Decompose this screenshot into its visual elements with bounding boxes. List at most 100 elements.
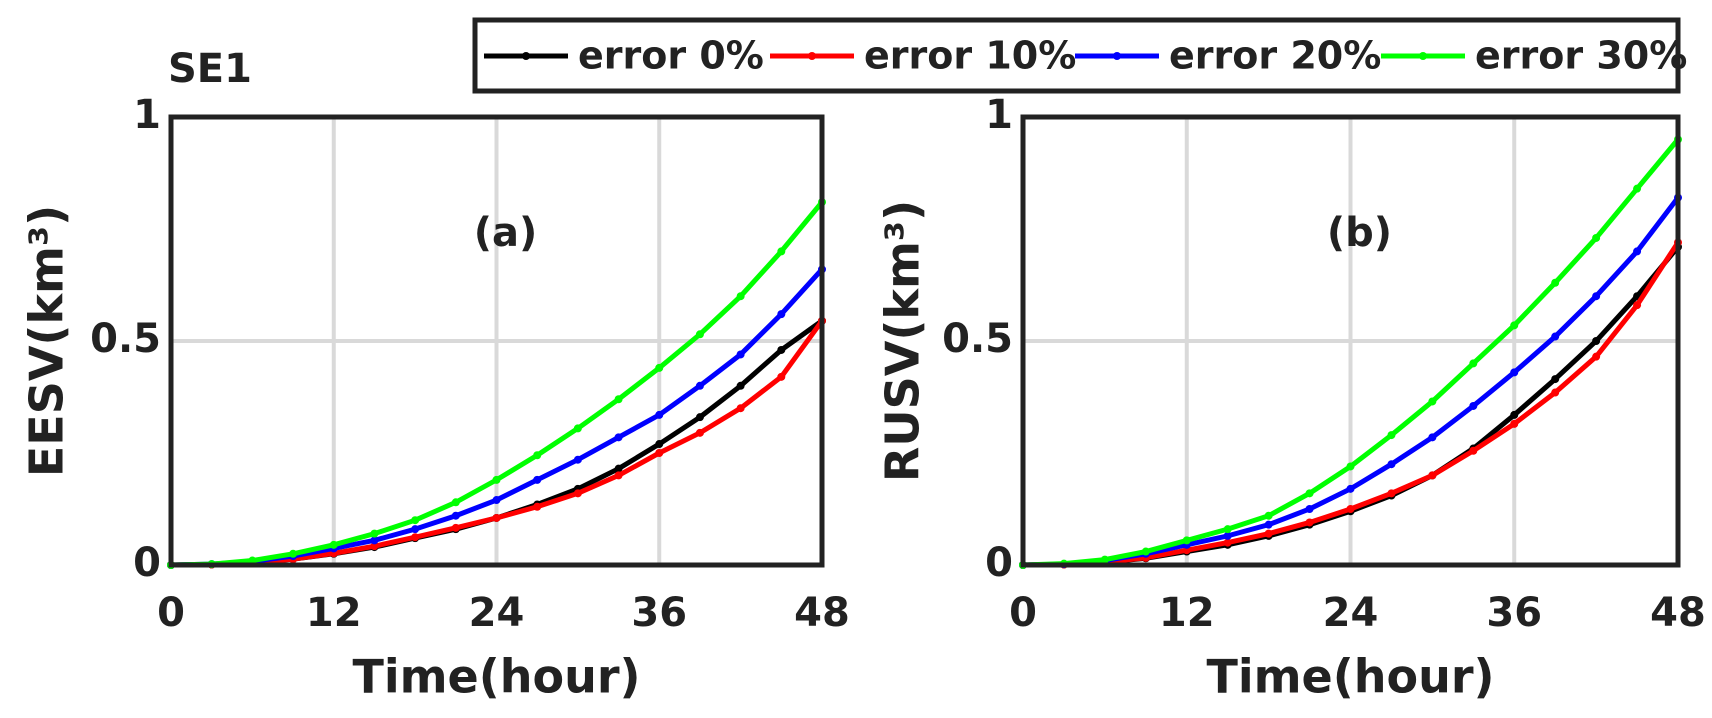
data-point — [533, 502, 542, 511]
legend-marker — [1113, 52, 1121, 60]
x-tick-label: 48 — [794, 590, 850, 636]
data-point — [1592, 337, 1601, 345]
data-point — [1305, 518, 1314, 527]
axes-frame — [1020, 114, 1681, 568]
y-tick-label: 0 — [133, 540, 161, 586]
data-point — [1469, 446, 1478, 455]
data-point — [370, 529, 379, 538]
data-point — [492, 513, 501, 522]
data-point — [1428, 433, 1437, 442]
data-point — [370, 542, 379, 551]
x-tick-label: 36 — [1486, 590, 1542, 636]
data-point — [289, 549, 298, 558]
data-point — [1387, 431, 1396, 440]
data-point — [1551, 375, 1560, 384]
data-point — [777, 345, 786, 354]
data-point — [1428, 397, 1437, 406]
data-point — [1223, 538, 1232, 547]
data-point — [1551, 332, 1560, 341]
data-point — [1551, 388, 1560, 397]
data-point — [655, 440, 664, 449]
data-point — [614, 395, 623, 404]
legend-label: error 20% — [1169, 34, 1381, 78]
data-point — [492, 475, 501, 484]
data-point — [1223, 525, 1232, 534]
data-point — [777, 310, 786, 319]
data-point — [1182, 536, 1191, 545]
data-point — [1510, 410, 1519, 419]
data-point — [411, 525, 420, 534]
data-point — [1100, 555, 1109, 564]
data-point — [329, 540, 338, 549]
x-tick-label: 24 — [1323, 590, 1379, 636]
legend-label: error 10% — [864, 34, 1076, 78]
data-point — [736, 404, 745, 413]
data-point — [777, 372, 786, 381]
data-point — [1305, 505, 1314, 513]
data-point — [1387, 489, 1396, 498]
data-point — [1592, 233, 1601, 242]
data-point — [655, 410, 664, 419]
data-point — [1264, 520, 1273, 529]
data-point — [1141, 547, 1150, 556]
data-point — [736, 381, 745, 390]
data-point — [1633, 247, 1642, 256]
x-tick-label: 0 — [1009, 590, 1037, 636]
x-tick-label: 12 — [306, 590, 362, 636]
x-axis-label: Time(hour) — [352, 650, 640, 704]
figure-label: SE1 — [168, 46, 252, 92]
data-point — [695, 381, 704, 390]
data-point — [533, 451, 542, 460]
data-point — [1264, 529, 1273, 538]
data-point — [655, 363, 664, 372]
data-point — [1223, 531, 1232, 540]
data-point — [573, 489, 582, 498]
x-tick-label: 0 — [157, 590, 185, 636]
x-axis-label: Time(hour) — [1206, 650, 1494, 704]
data-point — [1510, 368, 1519, 377]
x-tick-label: 12 — [1159, 590, 1215, 636]
y-tick-label: 0.5 — [942, 316, 1013, 362]
data-point — [1387, 460, 1396, 469]
data-point — [451, 498, 460, 507]
data-point — [1510, 419, 1519, 428]
data-point — [573, 424, 582, 433]
data-point — [1264, 511, 1273, 520]
data-point — [777, 247, 786, 256]
data-point — [492, 496, 501, 505]
x-tick-label: 48 — [1650, 590, 1706, 636]
y-tick-label: 0 — [985, 540, 1013, 586]
legend-marker — [522, 52, 530, 60]
y-tick-label: 0.5 — [90, 316, 161, 362]
data-point — [451, 511, 460, 520]
y-axis-label: RUSV(km³) — [876, 200, 930, 482]
data-point — [1305, 489, 1314, 498]
data-point — [695, 330, 704, 339]
legend-label: error 30% — [1475, 34, 1687, 78]
data-point — [614, 433, 623, 442]
panel-title: (a) — [474, 210, 538, 256]
data-point — [695, 428, 704, 437]
data-point — [655, 449, 664, 457]
data-point — [736, 350, 745, 359]
data-point — [1346, 484, 1355, 493]
y-tick-label: 1 — [985, 92, 1013, 138]
data-point — [736, 292, 745, 301]
data-point — [573, 455, 582, 464]
data-point — [411, 533, 420, 542]
axes-frame — [168, 114, 825, 568]
data-point — [411, 516, 420, 525]
data-point — [370, 536, 379, 545]
data-point — [533, 475, 542, 484]
data-point — [1510, 321, 1519, 330]
y-axis-label: EESV(km³) — [20, 205, 74, 477]
data-point — [1633, 301, 1642, 310]
data-point — [614, 471, 623, 480]
data-point — [1592, 352, 1601, 361]
panel-title: (b) — [1327, 210, 1392, 256]
data-point — [1346, 505, 1355, 513]
x-tick-label: 36 — [631, 590, 687, 636]
data-point — [451, 523, 460, 532]
data-point — [1469, 401, 1478, 410]
